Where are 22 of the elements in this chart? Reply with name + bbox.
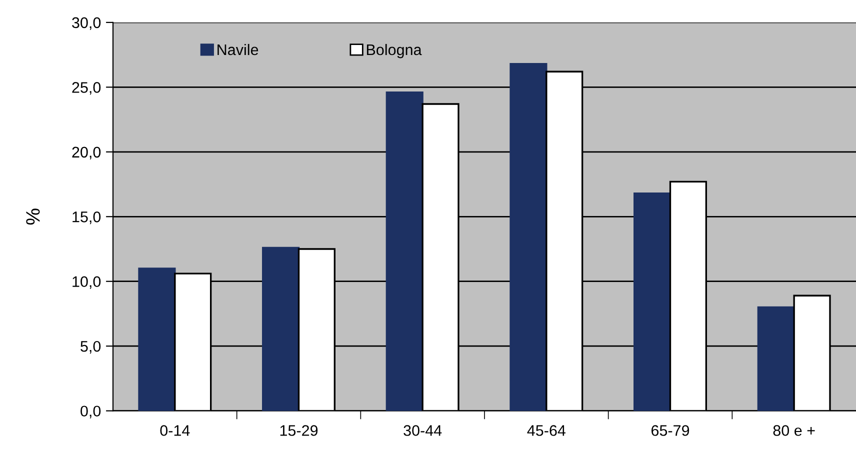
legend-label: Navile [218,44,258,56]
y-tick-label: 20,0 [72,146,101,160]
bar [634,192,672,411]
y-tick-label: 5,0 [80,340,101,354]
x-tick-label: 30-44 [404,425,442,436]
x-tick-label: 65-79 [651,425,690,436]
y-tick-label: 10,0 [72,276,101,289]
y-tick-label: 0,0 [80,406,101,418]
bar [262,246,300,411]
y-tick-label: 30,0 [72,17,101,30]
bar [510,63,548,411]
x-tick-label: 45-64 [527,425,566,436]
bar [138,268,176,411]
bar [757,306,795,411]
x-tick-label: 0-14 [160,425,190,436]
y-axis-title: % [26,208,40,225]
x-tick-label: 80 e + [773,425,815,436]
legend-label: Bologna [366,44,422,58]
y-tick-label: 15,0 [72,212,101,224]
y-tick-label: 25,0 [72,82,101,95]
bar [386,92,424,411]
x-tick-label: 15-29 [280,425,318,436]
